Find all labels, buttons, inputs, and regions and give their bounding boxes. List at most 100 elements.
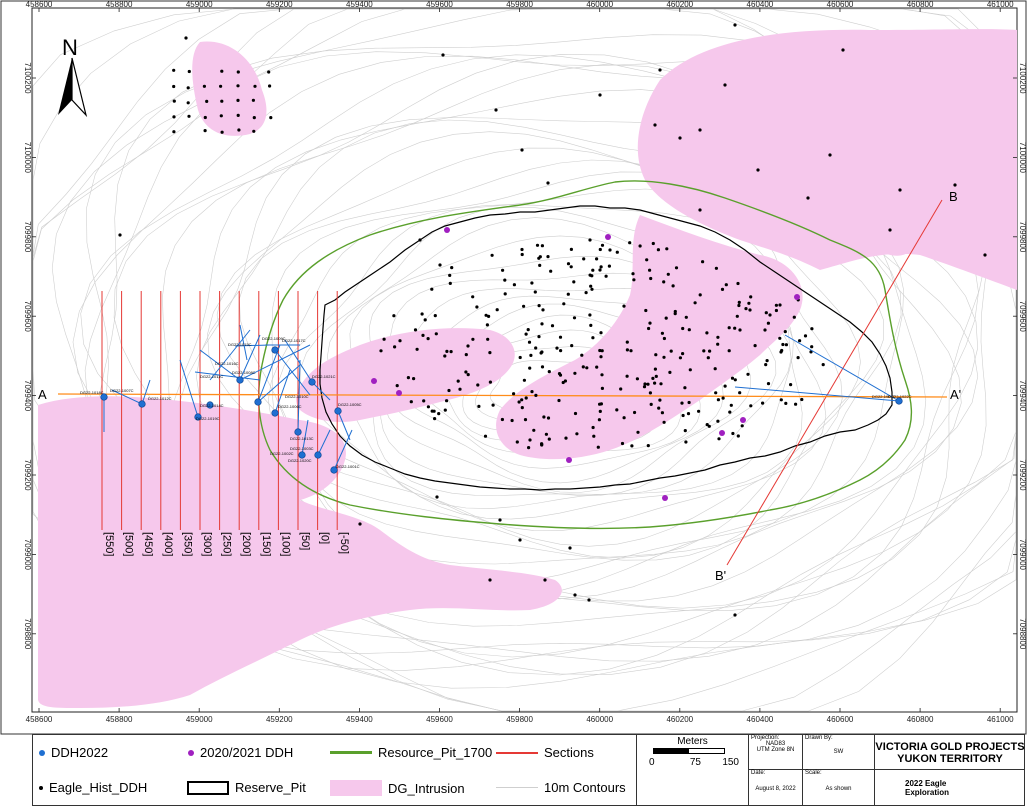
hole-label: DG22-1005C — [338, 402, 362, 407]
ddh2022-trace — [734, 386, 900, 402]
hist-hole — [443, 408, 447, 412]
hist-hole — [642, 385, 647, 389]
section-offset-label: [500] — [123, 532, 135, 556]
hist-hole — [810, 327, 814, 331]
hist-hole — [953, 183, 957, 187]
hist-hole — [558, 373, 563, 377]
hist-hole — [591, 425, 595, 430]
hist-hole — [664, 316, 668, 320]
scalebar-cell: Meters 0 75 150 — [636, 735, 748, 805]
hist-hole — [566, 262, 571, 266]
hist-hole — [393, 345, 397, 349]
hist-hole — [774, 308, 779, 313]
hist-hole — [681, 326, 685, 331]
hist-hole — [597, 418, 602, 422]
x-tick-bottom: 459000 — [186, 715, 213, 724]
hist-hole — [518, 538, 522, 542]
scalebar-tick-1: 75 — [689, 757, 701, 768]
ddh2022-hole — [206, 401, 214, 409]
hist-hole — [662, 355, 666, 359]
hist-hole — [735, 314, 739, 318]
intrusion-southwest — [38, 396, 562, 708]
hist-hole — [727, 349, 731, 353]
hist-hole — [529, 353, 533, 357]
hist-hole — [701, 260, 705, 264]
hist-hole — [186, 86, 190, 90]
hist-hole — [540, 244, 545, 248]
x-tick-top: 460400 — [747, 0, 774, 9]
ddh2020-hole — [662, 495, 668, 501]
ddh2020-hole — [719, 430, 725, 436]
hist-hole — [723, 83, 727, 87]
hole-label: DG22-1008C — [232, 370, 256, 375]
y-tick-right: 7099200 — [1018, 459, 1027, 491]
hist-hole — [252, 129, 256, 133]
hist-hole — [768, 313, 772, 317]
hist-hole — [595, 257, 599, 261]
hist-hole — [547, 437, 551, 441]
legend-ddh2020-label: 2020/2021 DDH — [200, 745, 294, 760]
hist-hole — [527, 340, 532, 344]
hist-hole — [587, 598, 591, 602]
y-tick-left: 7100200 — [23, 62, 32, 94]
hist-hole — [412, 377, 416, 381]
drawn-by-value: SW — [833, 749, 844, 755]
ddh2022-trace — [274, 349, 311, 396]
hist-hole — [539, 351, 543, 355]
y-tick-left: 7099200 — [23, 459, 32, 491]
section-offset-labels: [550] [500] [450] [400] [350] [300] [250] [200]… — [103, 532, 350, 556]
hist-hole — [653, 123, 657, 127]
hist-hole — [573, 371, 577, 375]
hole-label: DG22-1020C — [288, 458, 312, 463]
scale-label: Scale: — [805, 770, 822, 776]
hist-hole — [693, 301, 697, 305]
hist-hole — [546, 255, 550, 259]
legend-sections: Sections — [496, 745, 594, 760]
hist-hole — [520, 247, 524, 252]
hist-hole — [591, 268, 595, 272]
legend-eagle-hist-label: Eagle_Hist_DDH — [49, 780, 148, 795]
hist-hole — [503, 292, 507, 296]
hist-hole — [683, 429, 687, 433]
hist-hole — [526, 328, 530, 332]
ddh2022-trace — [234, 344, 271, 347]
x-tick-bottom: 460600 — [827, 715, 854, 724]
hist-hole — [422, 399, 426, 403]
x-tick-top: 459200 — [266, 0, 293, 9]
hist-hole — [622, 304, 626, 308]
hist-hole — [761, 401, 765, 405]
hist-hole — [749, 404, 753, 408]
hist-hole — [720, 287, 725, 291]
x-tick-bottom: 458800 — [106, 715, 133, 724]
hist-hole — [568, 546, 572, 550]
hist-hole — [698, 208, 702, 212]
hist-hole — [633, 410, 637, 415]
hist-hole — [681, 413, 685, 418]
drawn-by-label: Drawn By: — [805, 735, 833, 741]
hist-hole — [518, 355, 522, 360]
y-tick-left: 7099400 — [23, 380, 32, 412]
legend-ddh2022: DDH2022 — [39, 745, 108, 760]
ddh2022-trace — [239, 324, 248, 361]
legend-contours: 10m Contours — [496, 780, 626, 795]
hist-hole — [714, 391, 718, 395]
hist-hole — [515, 440, 519, 444]
hist-hole — [438, 263, 442, 267]
hist-hole — [809, 350, 813, 354]
hist-hole — [687, 400, 691, 405]
hist-hole — [573, 411, 578, 416]
hist-hole — [615, 408, 619, 412]
legend-panel: DDH2022 Eagle_Hist_DDH 2020/2021 DDH Res… — [32, 734, 1025, 806]
section-offset-label: [250] — [221, 532, 233, 556]
hist-hole — [724, 283, 728, 287]
hist-hole — [537, 256, 541, 260]
hist-hole — [423, 318, 427, 322]
ddh2020-hole — [740, 417, 746, 423]
hist-hole — [729, 403, 733, 407]
hist-hole — [789, 383, 793, 387]
hist-hole — [713, 367, 717, 371]
hole-label: DG22-1007C — [110, 388, 134, 393]
hole-label: DG22-1013C — [290, 436, 314, 441]
ddh2022-hole — [138, 400, 146, 408]
